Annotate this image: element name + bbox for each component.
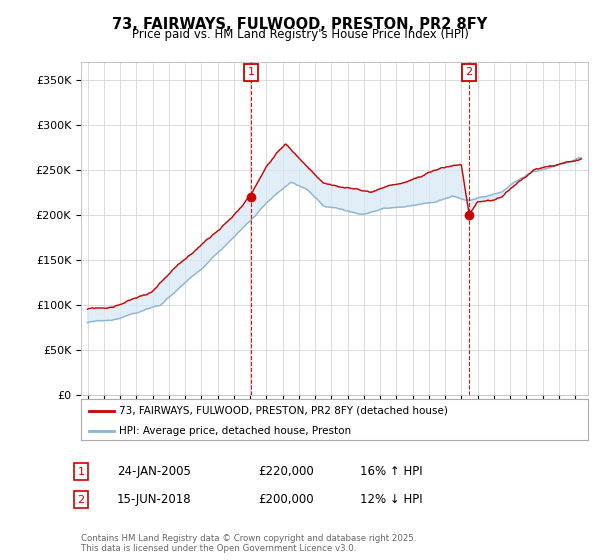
Text: £220,000: £220,000 bbox=[258, 465, 314, 478]
Text: 1: 1 bbox=[248, 67, 254, 77]
Text: 16% ↑ HPI: 16% ↑ HPI bbox=[360, 465, 422, 478]
Text: 15-JUN-2018: 15-JUN-2018 bbox=[117, 493, 191, 506]
Text: 73, FAIRWAYS, FULWOOD, PRESTON, PR2 8FY (detached house): 73, FAIRWAYS, FULWOOD, PRESTON, PR2 8FY … bbox=[119, 405, 448, 416]
Text: HPI: Average price, detached house, Preston: HPI: Average price, detached house, Pres… bbox=[119, 426, 351, 436]
Text: Price paid vs. HM Land Registry's House Price Index (HPI): Price paid vs. HM Land Registry's House … bbox=[131, 28, 469, 41]
Text: 73, FAIRWAYS, FULWOOD, PRESTON, PR2 8FY: 73, FAIRWAYS, FULWOOD, PRESTON, PR2 8FY bbox=[112, 17, 488, 32]
Text: Contains HM Land Registry data © Crown copyright and database right 2025.
This d: Contains HM Land Registry data © Crown c… bbox=[81, 534, 416, 553]
Text: £200,000: £200,000 bbox=[258, 493, 314, 506]
Text: 2: 2 bbox=[77, 494, 85, 505]
Text: 24-JAN-2005: 24-JAN-2005 bbox=[117, 465, 191, 478]
Text: 12% ↓ HPI: 12% ↓ HPI bbox=[360, 493, 422, 506]
Text: 1: 1 bbox=[77, 466, 85, 477]
Text: 2: 2 bbox=[465, 67, 472, 77]
